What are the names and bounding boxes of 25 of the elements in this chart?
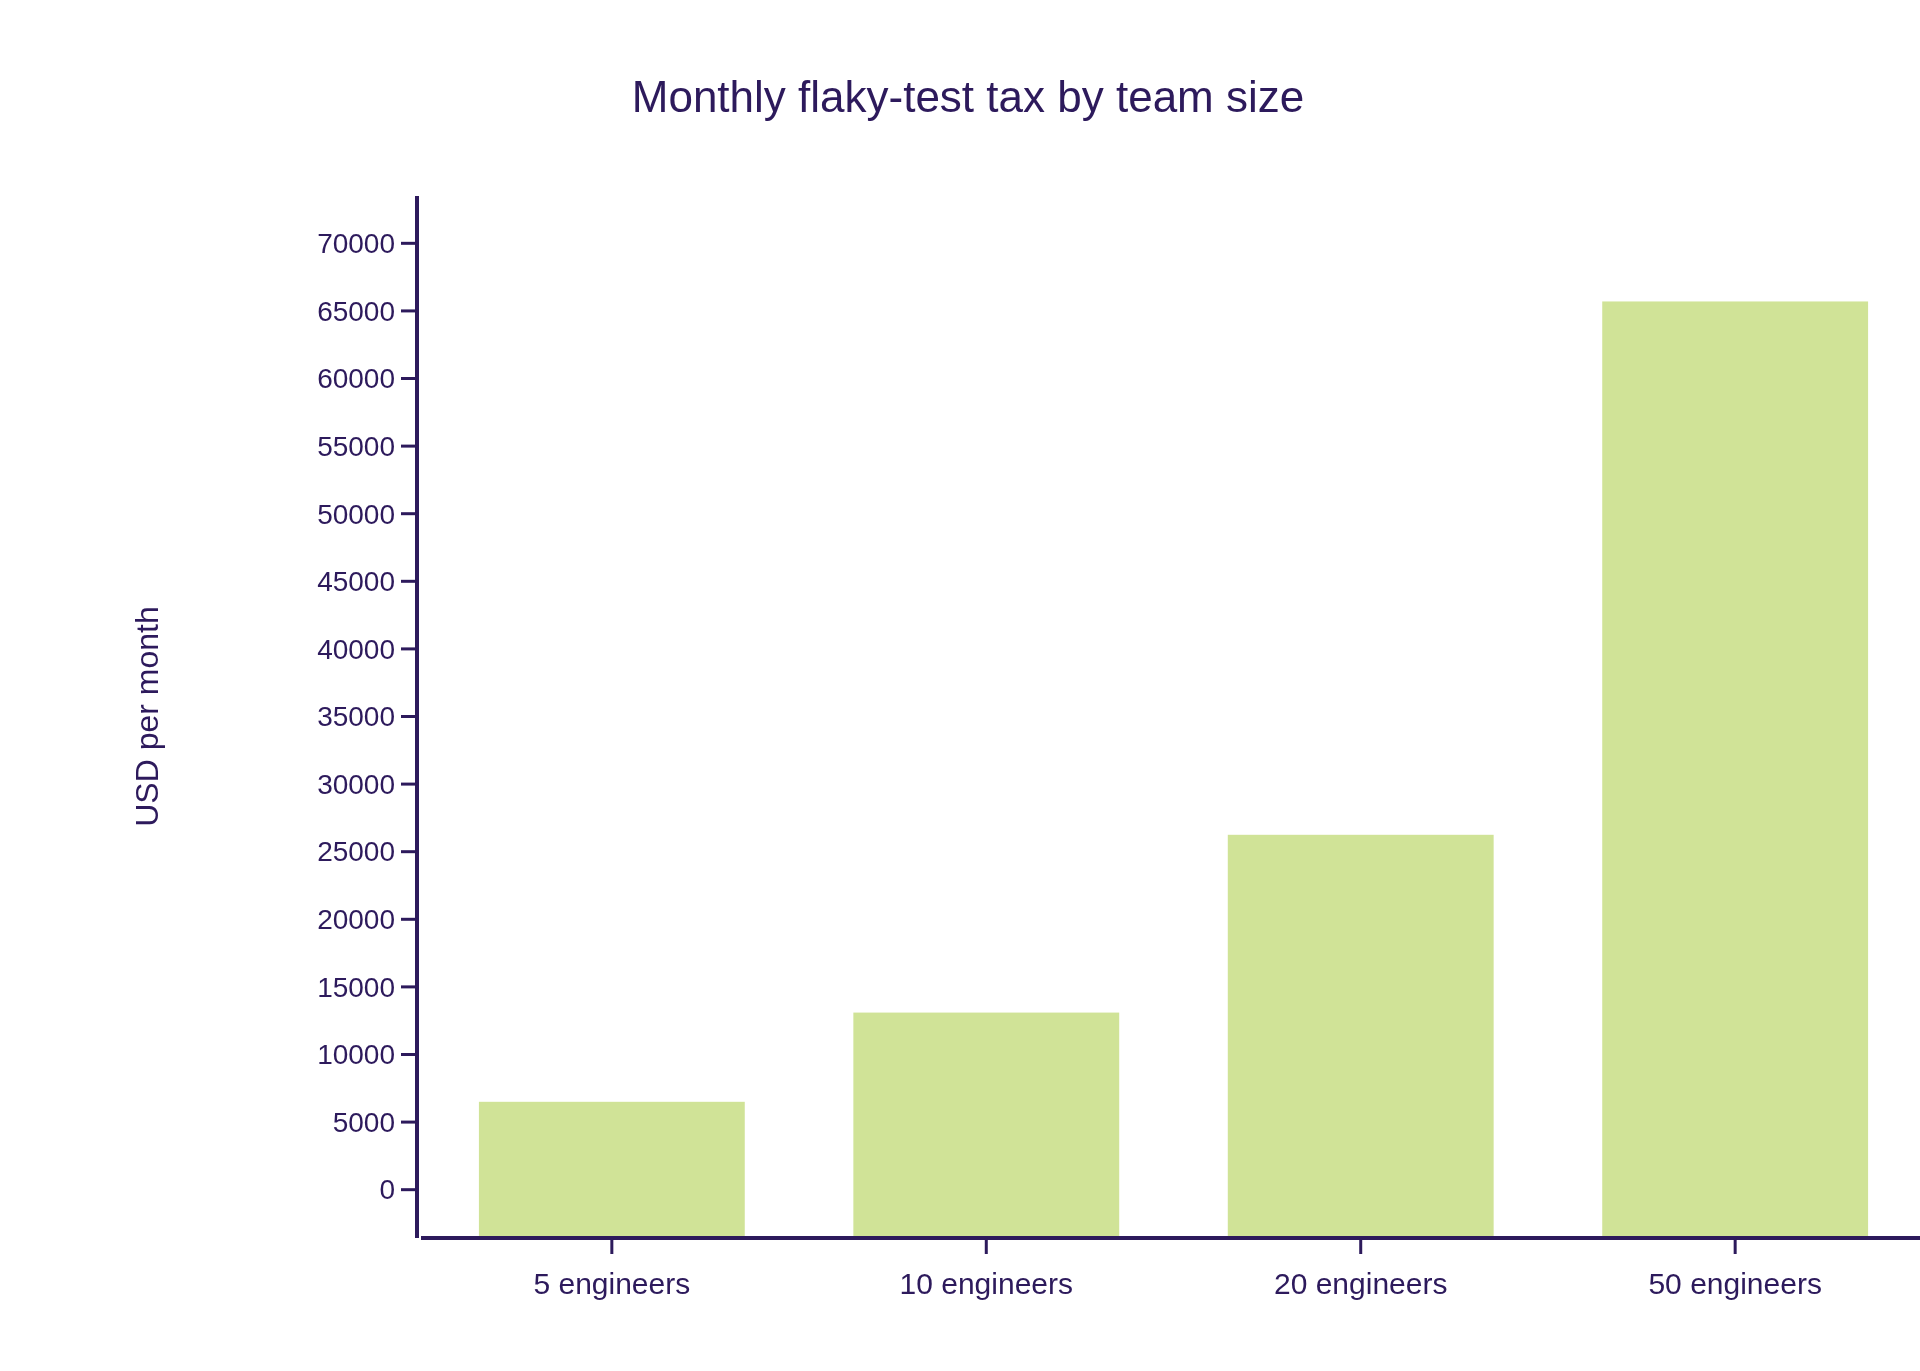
y-tick-label: 15000	[317, 971, 395, 1003]
y-tick-label: 5000	[332, 1106, 395, 1138]
bar	[853, 1012, 1120, 1237]
y-tick-label: 0	[379, 1174, 395, 1206]
y-tick-label: 70000	[317, 228, 395, 260]
y-tick-label: 20000	[317, 904, 395, 936]
y-tick-label: 60000	[317, 363, 395, 395]
y-tick-label: 50000	[317, 498, 395, 530]
y-tick-label: 35000	[317, 701, 395, 733]
x-tick-label: 20 engineers	[1273, 1267, 1448, 1300]
x-tick-label: 5 engineers	[533, 1267, 691, 1300]
y-tick-label: 40000	[317, 633, 395, 665]
bar	[478, 1101, 745, 1237]
y-tick-label: 10000	[317, 1039, 395, 1071]
bar	[1227, 834, 1494, 1237]
chart-title: Monthly flaky-test tax by team size	[631, 72, 1305, 121]
y-tick-label: 55000	[317, 430, 395, 462]
y-axis-title: USD per month	[129, 606, 165, 827]
bar	[1602, 301, 1869, 1237]
y-tick-label: 45000	[317, 566, 395, 598]
x-tick-label: 50 engineers	[1648, 1267, 1822, 1300]
x-tick-label: 10 engineers	[899, 1267, 1074, 1300]
y-tick-label: 30000	[317, 768, 395, 800]
y-tick-label: 25000	[317, 836, 395, 868]
y-tick-label: 65000	[317, 295, 395, 327]
